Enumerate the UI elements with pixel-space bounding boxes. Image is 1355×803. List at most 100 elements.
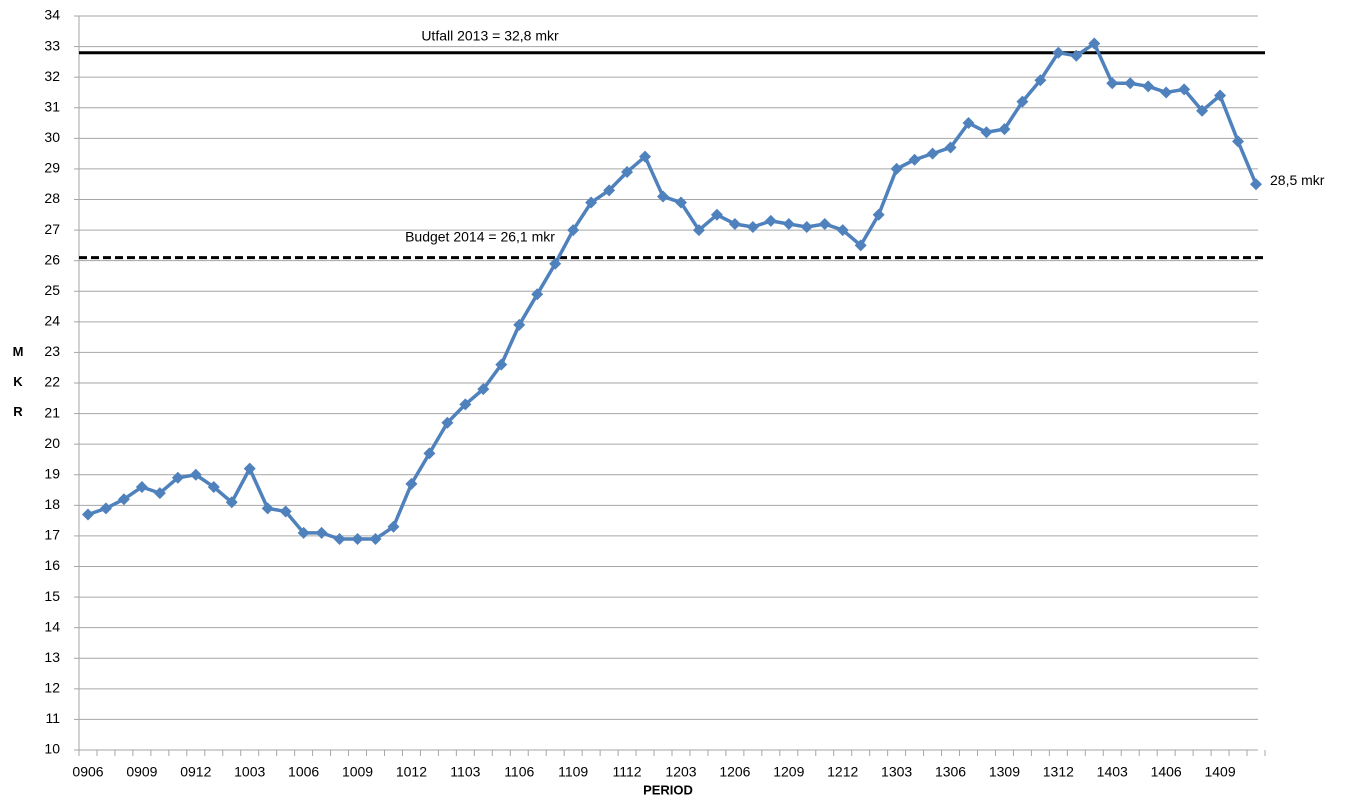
- marker: [657, 190, 670, 203]
- y-tick-label: 33: [44, 37, 60, 53]
- marker: [1016, 95, 1029, 108]
- x-tick-label: 1403: [1097, 764, 1128, 780]
- reference-label: Budget 2014 = 26,1 mkr: [405, 228, 555, 244]
- marker: [189, 468, 202, 481]
- marker: [567, 224, 580, 237]
- x-tick-label: 1312: [1043, 764, 1074, 780]
- marker: [441, 416, 454, 429]
- marker: [495, 358, 508, 371]
- marker: [135, 480, 148, 493]
- marker: [728, 217, 741, 230]
- x-tick-label: 0906: [72, 764, 103, 780]
- x-axis-label: PERIOD: [643, 782, 693, 797]
- marker: [297, 526, 310, 539]
- y-tick-label: 30: [44, 129, 60, 145]
- marker: [171, 471, 184, 484]
- marker: [621, 165, 634, 178]
- x-tick-label: 1303: [881, 764, 912, 780]
- marker: [387, 520, 400, 533]
- marker: [639, 150, 652, 163]
- marker: [926, 147, 939, 160]
- marker: [405, 477, 418, 490]
- x-tick-label: 1109: [558, 764, 588, 780]
- marker: [836, 224, 849, 237]
- marker: [477, 383, 490, 396]
- y-tick-label: 10: [44, 741, 60, 757]
- marker: [585, 196, 598, 209]
- y-tick-label: 11: [45, 710, 60, 726]
- marker: [1142, 80, 1155, 93]
- marker: [1034, 74, 1047, 87]
- x-tick-label: 1212: [827, 764, 858, 780]
- x-tick-label: 0912: [180, 764, 211, 780]
- y-tick-label: 13: [44, 649, 60, 665]
- y-tick-label: 28: [44, 190, 60, 206]
- marker: [549, 257, 562, 270]
- y-tick-label: 34: [44, 7, 60, 23]
- y-tick-label: 19: [44, 465, 60, 481]
- marker: [423, 447, 436, 460]
- reference-label: Utfall 2013 = 32,8 mkr: [421, 27, 559, 43]
- marker: [1214, 89, 1227, 102]
- marker: [603, 184, 616, 197]
- marker: [800, 221, 813, 234]
- x-tick-label: 1209: [773, 764, 804, 780]
- marker: [1124, 77, 1137, 90]
- y-tick-label: 27: [44, 221, 60, 237]
- marker: [944, 141, 957, 154]
- y-tick-label: 12: [44, 680, 60, 696]
- marker: [369, 532, 382, 545]
- marker: [207, 480, 220, 493]
- marker: [81, 508, 94, 521]
- marker: [890, 162, 903, 175]
- y-tick-label: 18: [44, 496, 60, 512]
- value-label: 28,5 mkr: [1270, 172, 1325, 188]
- y-tick-label: 22: [44, 374, 60, 390]
- marker: [818, 217, 831, 230]
- marker: [279, 505, 292, 518]
- x-tick-label: 1103: [450, 764, 480, 780]
- x-tick-label: 1012: [396, 764, 427, 780]
- y-tick-label: 15: [44, 588, 60, 604]
- marker: [710, 208, 723, 221]
- marker: [243, 462, 256, 475]
- x-tick-label: 1309: [989, 764, 1020, 780]
- y-tick-label: 14: [44, 618, 60, 634]
- x-tick-label: 1009: [342, 764, 373, 780]
- x-tick-label: 1112: [613, 764, 642, 780]
- marker: [1106, 77, 1119, 90]
- marker: [764, 214, 777, 227]
- marker: [872, 208, 885, 221]
- marker: [674, 196, 687, 209]
- marker: [782, 217, 795, 230]
- x-tick-label: 1406: [1151, 764, 1182, 780]
- marker: [1178, 83, 1191, 96]
- marker: [1250, 178, 1263, 191]
- marker: [99, 502, 112, 515]
- y-tick-label: 29: [44, 160, 60, 176]
- marker: [315, 526, 328, 539]
- marker: [746, 221, 759, 234]
- x-tick-label: 1206: [719, 764, 750, 780]
- x-tick-label: 1003: [234, 764, 265, 780]
- marker: [153, 487, 166, 500]
- y-tick-label: 26: [44, 251, 60, 267]
- y-tick-label: 17: [44, 527, 60, 543]
- marker: [1232, 135, 1245, 148]
- y-tick-label: 20: [44, 435, 60, 451]
- x-tick-label: 1409: [1204, 764, 1235, 780]
- x-tick-label: 1306: [935, 764, 966, 780]
- marker: [333, 532, 346, 545]
- marker: [351, 532, 364, 545]
- marker: [261, 502, 274, 515]
- y-tick-label: 31: [44, 98, 60, 114]
- marker: [908, 153, 921, 166]
- marker: [854, 239, 867, 252]
- marker: [1070, 49, 1083, 62]
- y-tick-label: 32: [44, 68, 60, 84]
- y-tick-label: 24: [44, 313, 60, 329]
- y-tick-label: 16: [44, 557, 60, 573]
